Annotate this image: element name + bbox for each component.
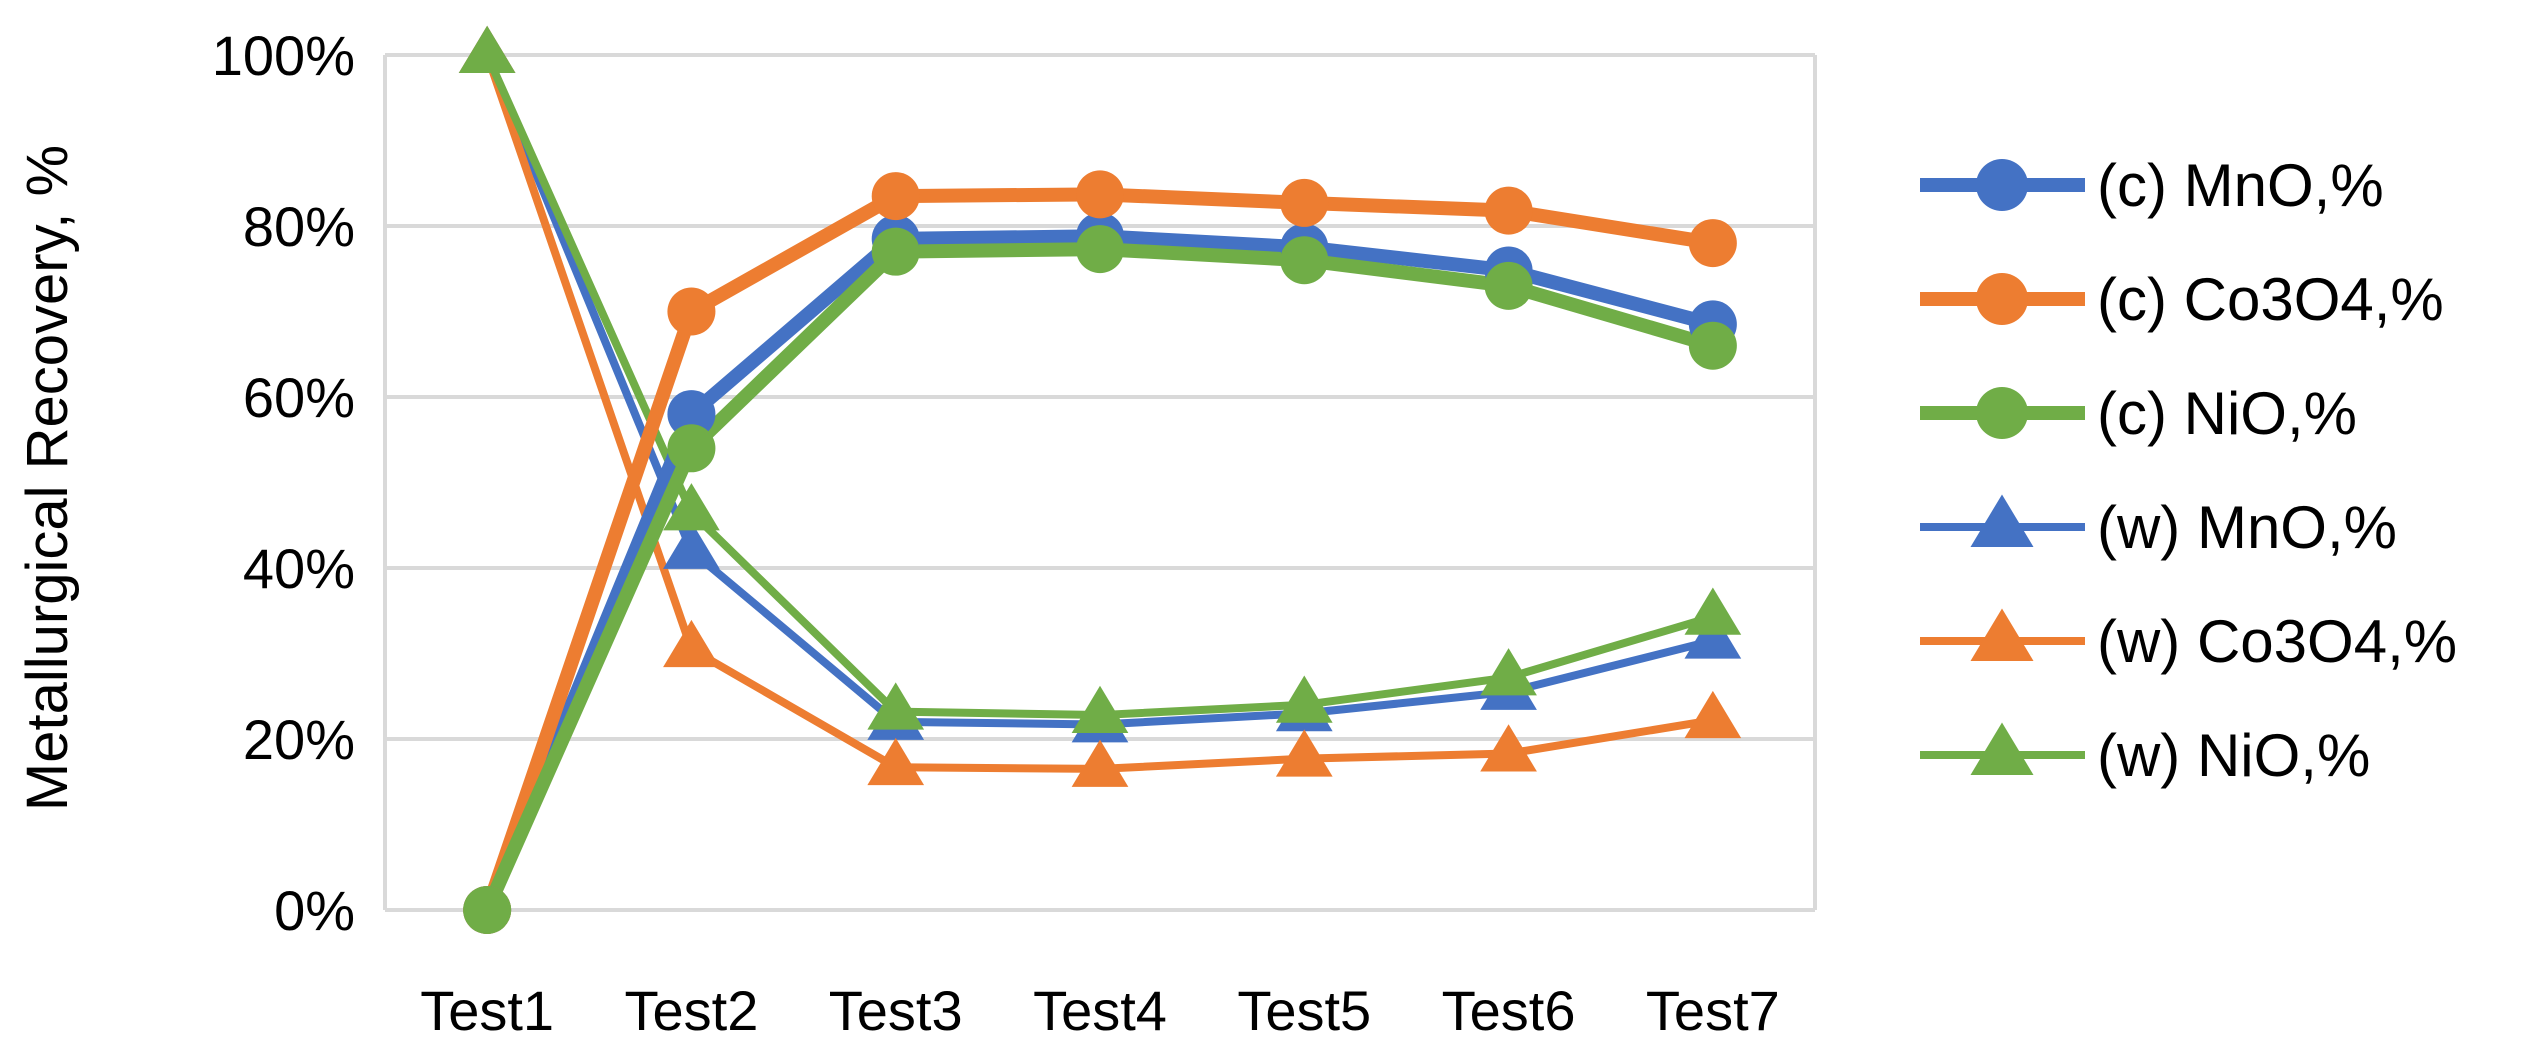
data-point — [1688, 321, 1737, 370]
data-point — [1484, 186, 1533, 235]
data-point — [1688, 219, 1737, 268]
x-axis-ticks: Test1 Test2 Test3 Test4 Test5 Test6 Test7 — [420, 979, 1780, 1042]
data-point — [1275, 675, 1333, 723]
data-point — [1280, 178, 1329, 227]
series-line-0 — [480, 229, 1715, 913]
y-axis-title: Metallurgical Recovery, % — [15, 145, 80, 811]
legend-label: (c) MnO,% — [2097, 152, 2384, 219]
legend-swatch-marker — [1970, 722, 2034, 775]
data-point — [871, 227, 920, 276]
data-point — [1280, 236, 1329, 285]
data-point — [1480, 724, 1537, 772]
data-point — [1684, 611, 1742, 659]
data-point — [1076, 170, 1124, 219]
y-tick-label: 80% — [243, 195, 355, 258]
x-tick-label: Test4 — [1033, 979, 1167, 1042]
data-point — [1480, 648, 1537, 696]
x-tick-label: Test7 — [1646, 979, 1780, 1042]
data-point — [667, 390, 716, 439]
data-point — [1275, 729, 1333, 777]
series-markers — [458, 25, 1742, 934]
x-tick-label: Test3 — [829, 979, 963, 1042]
data-point — [663, 521, 720, 569]
y-tick-label: 40% — [243, 537, 355, 600]
data-point — [1684, 690, 1742, 739]
legend-label: (w) Co3O4,% — [2097, 608, 2457, 675]
data-point — [867, 682, 925, 730]
legend-label: (w) NiO,% — [2097, 722, 2370, 789]
y-tick-label: 0% — [274, 879, 355, 942]
y-tick-label: 100% — [212, 24, 355, 87]
data-point — [458, 25, 516, 73]
data-point — [1484, 261, 1533, 310]
x-tick-label: Test2 — [624, 979, 758, 1042]
y-tick-label: 60% — [243, 366, 355, 429]
data-point — [667, 424, 716, 473]
data-point — [1071, 685, 1129, 734]
legend-swatch-marker — [1976, 159, 2028, 211]
legend-swatch-marker — [1970, 494, 2034, 547]
legend: (c) MnO,% (c) Co3O4,% (c) NiO,% (w) MnO,% (w… — [1920, 152, 2457, 789]
legend-label: (w) MnO,% — [2097, 494, 2397, 561]
x-tick-label: Test5 — [1237, 979, 1371, 1042]
y-axis-ticks: 0% 20% 40% 60% 80% 100% — [212, 24, 355, 942]
data-point — [667, 287, 716, 336]
x-tick-label: Test6 — [1442, 979, 1576, 1042]
data-point — [1071, 739, 1129, 787]
legend-label: (c) Co3O4,% — [2097, 266, 2444, 333]
x-tick-label: Test1 — [420, 979, 554, 1042]
data-point — [463, 886, 512, 934]
data-point — [1684, 587, 1742, 635]
data-point — [1076, 225, 1124, 274]
y-tick-label: 20% — [243, 708, 355, 771]
data-point — [871, 172, 920, 221]
legend-swatch-marker — [1976, 387, 2028, 439]
legend-label: (c) NiO,% — [2097, 380, 2357, 447]
data-point — [663, 619, 720, 668]
data-point — [663, 483, 720, 531]
data-point — [867, 737, 925, 786]
legend-swatch-marker — [1976, 273, 2028, 325]
legend-swatch-marker — [1970, 608, 2034, 661]
